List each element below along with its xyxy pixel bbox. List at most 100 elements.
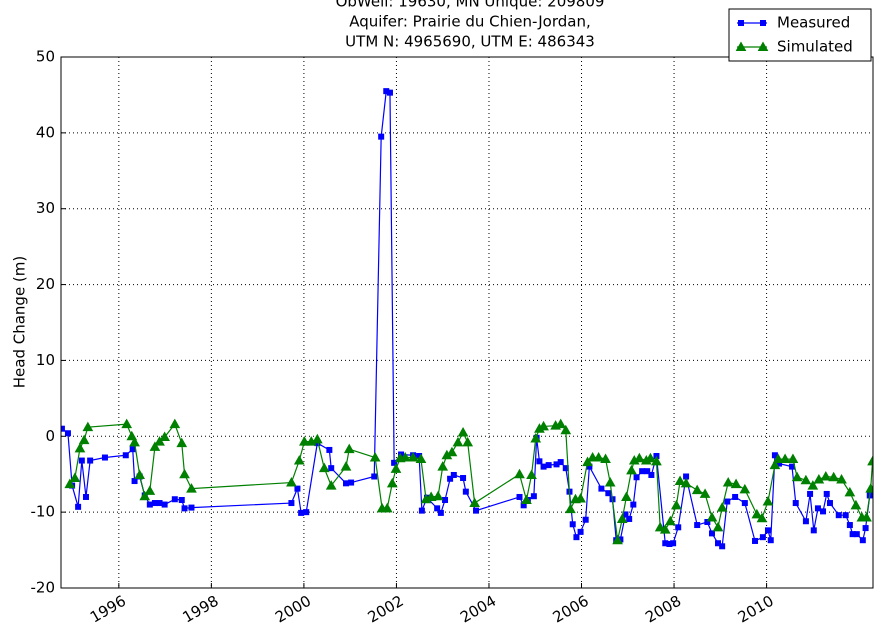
marker [122, 452, 129, 459]
marker [371, 473, 378, 480]
marker [565, 503, 576, 514]
marker [78, 434, 90, 445]
marker [188, 504, 195, 511]
x-tick-label: 2004 [457, 592, 499, 627]
marker [810, 527, 817, 534]
marker [598, 485, 605, 492]
marker [69, 472, 81, 483]
y-tick-label: 30 [36, 199, 55, 217]
marker [582, 516, 589, 523]
marker [764, 527, 771, 534]
marker [171, 496, 178, 503]
marker [447, 475, 454, 482]
marker [800, 474, 812, 485]
marker [348, 479, 355, 486]
marker [853, 531, 860, 538]
marker [791, 471, 803, 482]
x-tick-label: 1998 [180, 592, 222, 627]
x-tick-label: 1996 [87, 592, 129, 627]
marker [813, 474, 825, 484]
marker [129, 446, 136, 453]
marker [129, 436, 140, 447]
x-tick-label: 2000 [272, 592, 314, 627]
marker [612, 534, 623, 545]
marker [865, 483, 873, 493]
marker [604, 477, 616, 487]
marker [664, 515, 676, 526]
marker [369, 452, 381, 462]
marker [318, 462, 330, 473]
marker [311, 433, 323, 444]
marker [802, 518, 809, 525]
marker [582, 456, 593, 467]
marker [121, 418, 133, 429]
marker [844, 486, 856, 497]
marker [573, 534, 580, 541]
marker [820, 470, 832, 481]
y-tick-label: 50 [36, 48, 55, 66]
marker [139, 490, 151, 501]
marker [186, 483, 197, 493]
marker [807, 490, 814, 497]
marker [633, 452, 645, 463]
marker [691, 484, 703, 495]
marker [462, 436, 474, 447]
marker [842, 512, 849, 519]
marker [75, 503, 82, 510]
marker [74, 442, 86, 453]
marker [78, 457, 85, 464]
x-tick-label: 2010 [735, 592, 777, 627]
marker [181, 505, 188, 512]
marker [756, 512, 768, 523]
marker [87, 457, 94, 464]
y-axis-label: Head Change (m) [11, 256, 29, 389]
legend-box [728, 8, 872, 62]
marker [154, 436, 165, 446]
marker [540, 463, 547, 470]
marker [724, 498, 731, 505]
legend-label: Simulated [777, 38, 853, 56]
marker [699, 488, 711, 498]
marker [712, 521, 724, 532]
marker [161, 501, 168, 508]
marker [859, 537, 866, 544]
marker [639, 468, 646, 475]
marker [391, 459, 398, 466]
marker [850, 499, 862, 510]
marker [621, 491, 632, 501]
marker [131, 478, 138, 485]
marker [719, 543, 726, 550]
marker [633, 474, 640, 481]
marker [415, 453, 427, 464]
marker [293, 455, 305, 465]
marker [298, 509, 305, 516]
marker [792, 500, 799, 507]
marker [399, 452, 411, 462]
marker [651, 455, 662, 466]
marker [286, 477, 297, 487]
plot-frame [60, 56, 874, 589]
marker [670, 540, 677, 547]
marker [460, 475, 467, 482]
marker [82, 493, 89, 500]
marker [169, 418, 181, 429]
marker [134, 469, 146, 479]
marker [741, 500, 748, 507]
marker [545, 462, 552, 469]
marker [526, 469, 537, 479]
marker [823, 490, 830, 497]
marker [288, 500, 295, 507]
marker [862, 525, 869, 532]
marker [779, 453, 791, 464]
marker [739, 483, 751, 494]
marker [706, 511, 718, 522]
y-tick-label: 40 [36, 123, 55, 141]
marker [386, 477, 398, 488]
y-tick-label: -20 [31, 579, 56, 597]
marker [835, 512, 842, 519]
marker [149, 441, 161, 451]
marker [437, 509, 444, 516]
marker [715, 540, 722, 547]
marker [156, 500, 163, 507]
marker [648, 471, 655, 478]
